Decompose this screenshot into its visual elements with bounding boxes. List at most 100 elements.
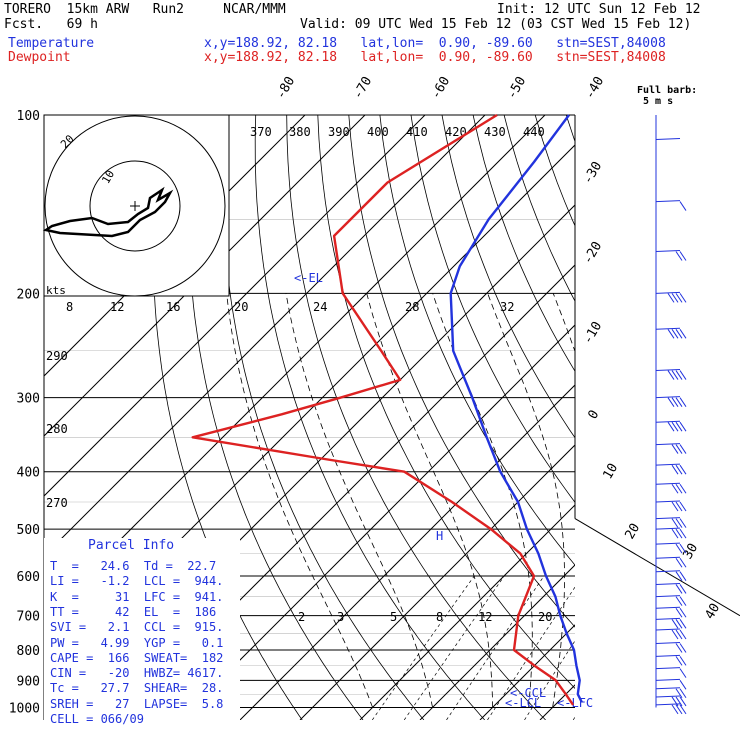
dry-adiabat-line bbox=[628, 115, 740, 720]
wind-barb-flag bbox=[667, 370, 675, 380]
wind-barb bbox=[655, 542, 681, 545]
wind-barb-flag bbox=[675, 293, 683, 303]
ring-label-10: 10 bbox=[99, 168, 117, 186]
isotherm-line bbox=[44, 115, 366, 437]
wind-barb bbox=[655, 595, 681, 598]
wind-barb-flag bbox=[671, 629, 679, 640]
isotherm-line bbox=[720, 115, 740, 720]
pressure-tick-label: 600 bbox=[17, 570, 40, 585]
pressure-tick-label: 100 bbox=[17, 109, 40, 124]
wind-barb-flag bbox=[675, 596, 683, 606]
wind-barb-flag bbox=[679, 444, 687, 454]
wind-barb bbox=[655, 463, 681, 466]
temperature-legend: Temperature bbox=[8, 36, 95, 51]
wind-barb bbox=[655, 695, 681, 698]
isotherm-top-label: -80 bbox=[273, 74, 298, 102]
isotherm-side-label: 10 bbox=[600, 461, 621, 482]
wind-barb-flag bbox=[679, 421, 687, 432]
wind-barb-flag bbox=[675, 656, 683, 666]
pressure-tick-label: 800 bbox=[17, 644, 40, 659]
wind-barb-flag bbox=[675, 518, 683, 528]
theta-label: 400 bbox=[367, 125, 389, 139]
pressure-tick-label: 700 bbox=[17, 610, 40, 625]
wind-barb-flag bbox=[675, 464, 683, 475]
wind-barb bbox=[655, 617, 681, 620]
temperature-line bbox=[449, 114, 583, 703]
isotherm-line bbox=[44, 115, 546, 617]
theta-label: 390 bbox=[328, 125, 350, 139]
dry-adiabat-line bbox=[379, 115, 575, 566]
wind-barb-flag bbox=[679, 293, 687, 303]
mixing-ratio-label: 12 bbox=[478, 610, 492, 624]
wind-barb-flag bbox=[679, 483, 687, 494]
speed-label: 20 bbox=[234, 300, 248, 314]
parcel-row: SREH = 27 LAPSE= 5.8 bbox=[50, 696, 224, 711]
isotherm-line bbox=[179, 324, 575, 720]
wind-barb-flag bbox=[675, 329, 683, 339]
parcel-row: LI = -1.2 LCL = 944. bbox=[50, 574, 224, 589]
mixing-ratio-label: 2 bbox=[298, 610, 305, 624]
moist-adiabat-line bbox=[625, 293, 706, 707]
isotherm-line bbox=[299, 444, 575, 720]
wind-barb-flag bbox=[671, 421, 679, 432]
barb-key-unit: 5 m s bbox=[643, 96, 673, 107]
chart-header: TORERO 15km ARW Run2 NCAR/MMM Init: 12 U… bbox=[0, 0, 740, 70]
mixing-ratio-line bbox=[487, 586, 575, 720]
wind-barb bbox=[655, 200, 681, 203]
hodograph-ring-10 bbox=[89, 160, 181, 252]
wind-barb-flag bbox=[675, 584, 683, 594]
mixing-ratio-line bbox=[524, 640, 575, 720]
wind-barb-flag bbox=[671, 293, 679, 303]
wind-barb-flag bbox=[679, 656, 687, 666]
wind-barb bbox=[655, 654, 681, 657]
model-title: TORERO 15km ARW Run2 NCAR/MMM bbox=[4, 2, 286, 17]
mixing-ratio-line bbox=[403, 575, 505, 720]
wind-barb-flag bbox=[667, 421, 675, 432]
mixing-ratio-label: 3 bbox=[337, 610, 344, 624]
dry-adiabat-line bbox=[410, 115, 575, 503]
parcel-row: T = 24.6 Td = 22.7 bbox=[50, 559, 217, 573]
el-annotation: <-EL bbox=[294, 271, 323, 285]
pressure-tick-label: 500 bbox=[17, 523, 40, 538]
parcel-row: Tc = 27.7 SHEAR= 28. bbox=[50, 681, 224, 696]
wind-barb-flag bbox=[667, 293, 675, 303]
wind-barb bbox=[655, 291, 681, 294]
theta-label: 430 bbox=[484, 125, 506, 139]
wind-barb bbox=[655, 628, 681, 631]
speed-label: 12 bbox=[110, 300, 124, 314]
isotherm-side-label: 30 bbox=[680, 541, 701, 562]
dry-adiabat-line bbox=[348, 115, 575, 628]
isotherm-top-label: -50 bbox=[504, 74, 529, 102]
wind-barb-flag bbox=[679, 704, 687, 715]
pressure-tick-label: 300 bbox=[17, 392, 40, 407]
wind-barb-flag bbox=[671, 619, 679, 629]
isotherm-side-label: -20 bbox=[580, 239, 605, 267]
wind-barb bbox=[655, 527, 681, 530]
dry-adiabat-line bbox=[188, 115, 364, 720]
wind-barb-flag bbox=[671, 397, 679, 407]
wind-barb-flag bbox=[679, 680, 687, 690]
init-time: Init: 12 UTC Sun 12 Feb 12 bbox=[497, 2, 701, 17]
parcel-row: CAPE = 166 SWEAT= 182 bbox=[50, 650, 224, 665]
wind-barb-flag bbox=[679, 668, 687, 678]
parcel-title: Parcel Info bbox=[88, 538, 175, 553]
wind-barb-flag bbox=[679, 397, 687, 407]
wind-barb-flag bbox=[675, 421, 683, 432]
wind-barb-flag bbox=[679, 607, 687, 618]
dry-adiabat-line bbox=[472, 115, 575, 372]
speed-label: 8 bbox=[66, 300, 73, 314]
wind-barb-flag bbox=[675, 501, 683, 512]
wind-barb-flag bbox=[675, 557, 683, 568]
pressure-tick-label: 1000 bbox=[9, 701, 40, 716]
wind-barb-flag bbox=[679, 696, 687, 707]
profile-lines bbox=[191, 113, 583, 706]
isotherm-top-label: -60 bbox=[428, 74, 453, 102]
pressure-tick-label: 900 bbox=[17, 674, 40, 689]
pressure-tick-label: 400 bbox=[17, 466, 40, 481]
wind-barb-flag bbox=[675, 370, 683, 380]
wind-barb-flag bbox=[675, 619, 683, 629]
wind-barb-flag bbox=[675, 543, 683, 554]
barb-key-title: Full barb: bbox=[637, 85, 697, 96]
wind-barb bbox=[655, 500, 681, 503]
